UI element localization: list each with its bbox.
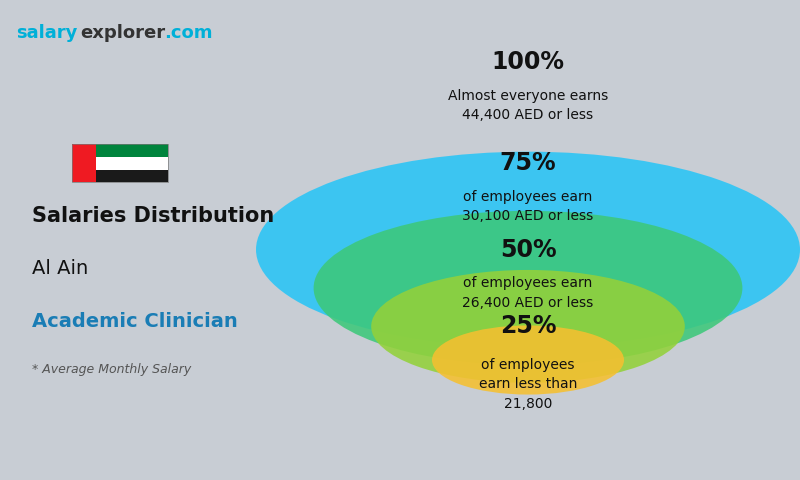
Text: Almost everyone earns
44,400 AED or less: Almost everyone earns 44,400 AED or less [448, 89, 608, 122]
Text: Academic Clinician: Academic Clinician [32, 312, 238, 331]
Text: .com: .com [164, 24, 213, 42]
Ellipse shape [314, 211, 742, 365]
Text: 75%: 75% [500, 151, 556, 175]
Text: Al Ain: Al Ain [32, 259, 88, 278]
Text: explorer: explorer [80, 24, 165, 42]
Text: salary: salary [16, 24, 78, 42]
Text: of employees earn
30,100 AED or less: of employees earn 30,100 AED or less [462, 190, 594, 223]
Bar [96, 169, 168, 182]
Ellipse shape [371, 270, 685, 383]
Bar [96, 144, 168, 157]
Bar [72, 144, 96, 182]
Text: 25%: 25% [500, 314, 556, 338]
Ellipse shape [432, 325, 624, 395]
Text: Salaries Distribution: Salaries Distribution [32, 206, 274, 226]
Text: * Average Monthly Salary: * Average Monthly Salary [32, 363, 191, 376]
Ellipse shape [256, 152, 800, 348]
Text: of employees
earn less than
21,800: of employees earn less than 21,800 [479, 358, 577, 410]
Text: 100%: 100% [491, 50, 565, 74]
Bar [72, 144, 168, 182]
Bar [96, 157, 168, 169]
Text: 50%: 50% [500, 238, 556, 262]
Text: of employees earn
26,400 AED or less: of employees earn 26,400 AED or less [462, 276, 594, 310]
